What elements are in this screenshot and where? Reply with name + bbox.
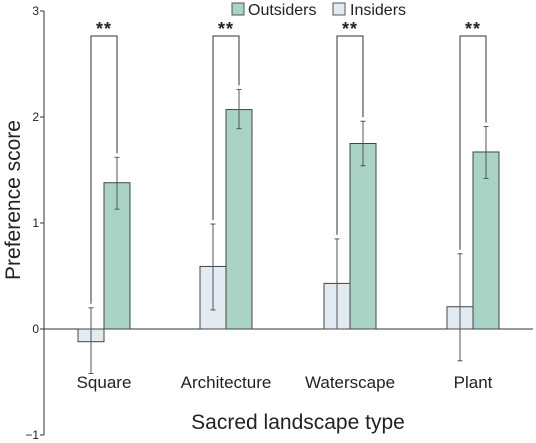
- y-tick-label: 0: [32, 322, 39, 336]
- chart-labels: Preference score Sacred landscape type: [2, 120, 405, 434]
- y-tick-label: 1: [32, 216, 39, 230]
- y-axis-title: Preference score: [2, 120, 25, 280]
- x-category-label: Architecture: [181, 373, 272, 392]
- legend-swatch-outsiders: [231, 2, 245, 16]
- plot-area: −1 0 1 2 3 Square Architecture Waterscape Plant: [25, 4, 533, 442]
- legend-label-insiders: Insiders: [350, 2, 406, 19]
- significance-bracket: [459, 35, 487, 250]
- significance-label: **: [342, 19, 358, 39]
- chart-marks: ** ** ** **: [77, 19, 500, 375]
- bar-outsiders: [472, 151, 500, 330]
- y-tick-label: 3: [32, 4, 39, 18]
- bar-outsiders: [349, 143, 377, 330]
- y-tick-label: 2: [32, 110, 39, 124]
- y-tick-label: −1: [25, 428, 39, 442]
- significance-label: **: [218, 19, 234, 39]
- significance-bracket: [90, 35, 118, 304]
- significance-label: **: [465, 19, 481, 39]
- significance-bracket: [336, 35, 364, 235]
- x-category-label: Waterscape: [305, 373, 395, 392]
- x-axis-title: Sacred landscape type: [191, 411, 405, 434]
- legend-label-outsiders: Outsiders: [248, 2, 316, 19]
- bar-outsiders: [225, 109, 253, 330]
- x-category-label: Plant: [454, 373, 493, 392]
- legend-swatch-insiders: [332, 2, 346, 16]
- significance-label: **: [96, 19, 112, 39]
- legend: Outsiders Insiders: [231, 2, 406, 19]
- significance-bracket: [212, 35, 240, 221]
- x-category-label: Square: [77, 373, 132, 392]
